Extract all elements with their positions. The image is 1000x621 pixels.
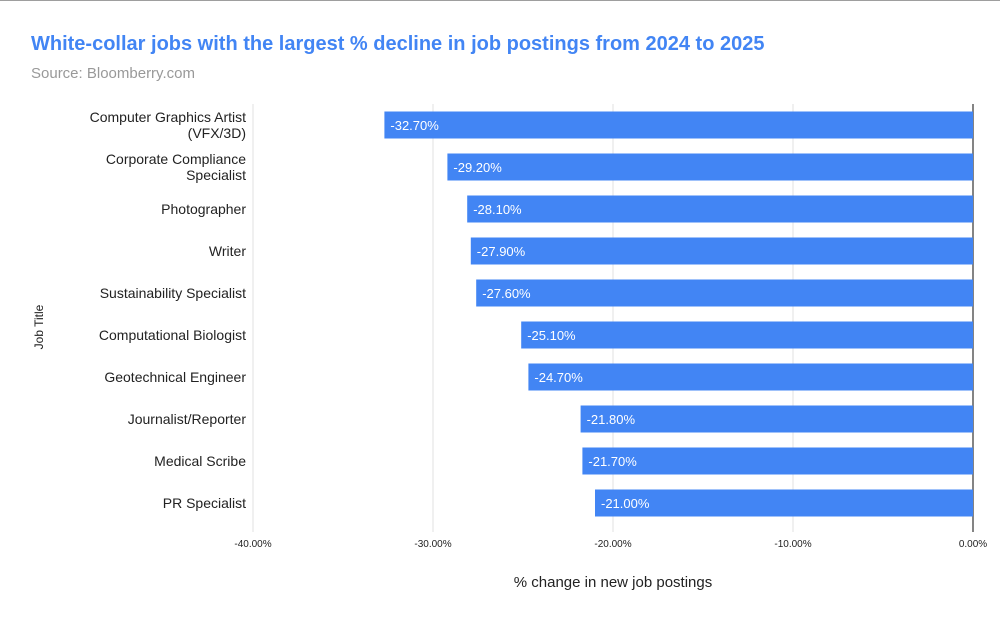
bar [467, 195, 973, 223]
y-axis-labels: Computer Graphics Artist (VFX/3D) Corporat… [90, 109, 247, 511]
x-tick-label: -30.00% [414, 539, 451, 550]
bar [447, 153, 973, 181]
bar-value-label: -32.70% [390, 118, 439, 133]
bar-value-label: -27.90% [477, 244, 526, 259]
x-axis-tick-labels: -40.00% -30.00% -20.00% -10.00% 0.00% [234, 539, 987, 550]
category-label: Photographer [161, 201, 246, 217]
category-label: Sustainability Specialist [100, 285, 246, 301]
category-label: Writer [209, 243, 246, 259]
bar-value-label: -24.70% [534, 370, 583, 385]
bar [476, 279, 973, 307]
category-label: Medical Scribe [154, 453, 246, 469]
x-axis-title: % change in new job postings [514, 574, 712, 591]
category-label: Geotechnical Engineer [104, 369, 246, 385]
bar-value-label: -21.80% [587, 412, 636, 427]
bar-value-label: -21.70% [588, 454, 637, 469]
bar [528, 363, 973, 391]
category-label: Computer Graphics Artist (VFX/3D) [90, 109, 246, 141]
x-tick-label: 0.00% [959, 539, 987, 550]
category-label: Computational Biologist [99, 327, 246, 343]
top-border [0, 0, 1000, 1]
bar-value-label: -28.10% [473, 202, 522, 217]
bar-value-label: -25.10% [527, 328, 576, 343]
bar [595, 489, 973, 517]
bars: -32.70% -29.20% -28.10% -27.90% -27.60% -25.1… [384, 111, 973, 517]
x-tick-label: -10.00% [774, 539, 811, 550]
bar-value-label: -27.60% [482, 286, 531, 301]
bar-value-label: -29.20% [453, 160, 502, 175]
bar-value-label: -21.00% [601, 496, 650, 511]
bar [470, 237, 973, 265]
x-tick-label: -20.00% [594, 539, 631, 550]
x-tick-label: -40.00% [234, 539, 271, 550]
category-label: PR Specialist [163, 495, 246, 511]
bar [521, 321, 973, 349]
bar [580, 405, 973, 433]
category-label: Corporate Compliance Specialist [106, 151, 246, 183]
bar [582, 447, 973, 475]
category-label: Journalist/Reporter [128, 411, 247, 427]
bar [384, 111, 973, 139]
chart-subtitle: Source: Bloomberry.com [31, 65, 195, 82]
chart-title: White-collar jobs with the largest % dec… [31, 33, 765, 55]
